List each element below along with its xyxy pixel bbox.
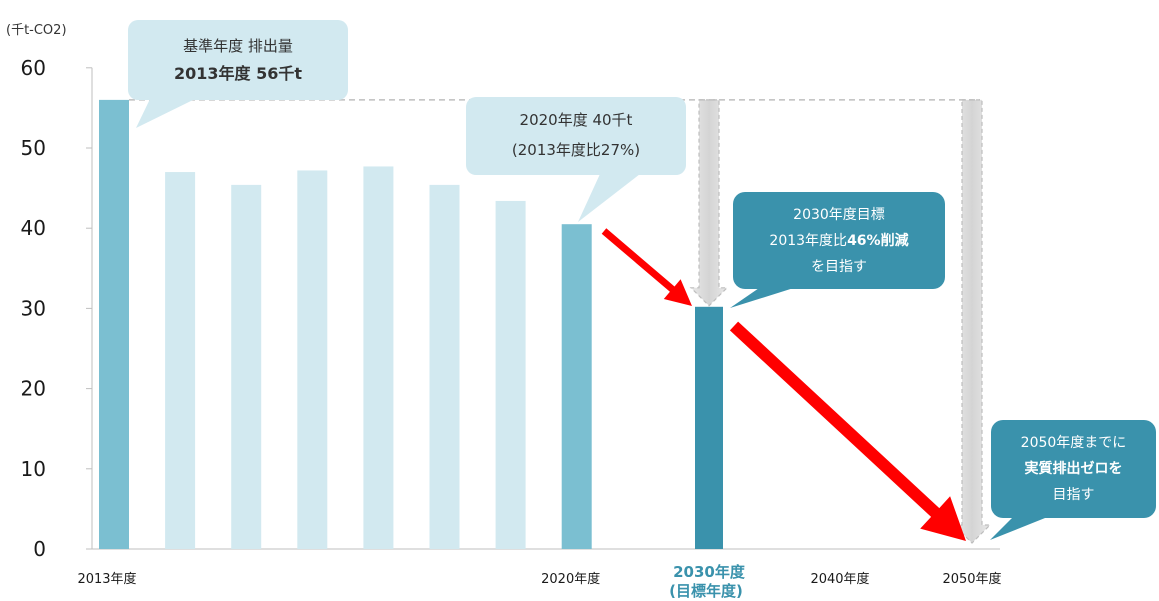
bar: [297, 170, 328, 549]
bar: [99, 99, 129, 549]
bar: [363, 166, 394, 550]
callout-2020-line2: (2013年度比27%): [511, 141, 641, 159]
red-arrow-2020-2030: [601, 228, 692, 306]
callout-2030-tail: [730, 286, 800, 308]
callout-2020: 2020年度 40千t (2013年度比27%): [466, 97, 686, 175]
callout-2030-line2a: 2013年度比: [769, 233, 848, 249]
unit-label: (千t-CO2): [6, 23, 67, 38]
x-tick-label: 2050年度: [942, 571, 1001, 587]
gray-reduction-arrows: [689, 99, 992, 544]
callout-2030-line3: を目指す: [811, 259, 867, 275]
callout-base-tail: [136, 99, 195, 128]
red-trend-arrows: [601, 228, 966, 541]
bar: [429, 184, 460, 549]
y-tick-label: 40: [21, 216, 46, 240]
callout-2030-target: 2030年度目標 2013年度比46%削減 を目指す: [733, 192, 945, 289]
bar: [231, 184, 262, 549]
x-tick-sublabel: (目標年度): [669, 582, 743, 600]
bar: [695, 306, 723, 549]
gray-arrow-2030: [689, 99, 729, 307]
x-tick-label: 2013年度: [77, 571, 136, 587]
callout-2030-line2b: 46%削減: [847, 233, 909, 249]
y-tick-label: 50: [21, 136, 46, 160]
callout-base-year: 基準年度 排出量 2013年度 56千t: [128, 20, 348, 100]
callout-2050-line3: 目指す: [1052, 487, 1095, 503]
callout-base-line1: 基準年度 排出量: [183, 37, 293, 55]
y-tick-label: 20: [21, 377, 46, 401]
y-axis: 0 10 20 30 40 50 60: [21, 56, 1000, 561]
callout-2030-line1: 2030年度目標: [793, 207, 885, 223]
callout-2050-goal: 2050年度までに 実質排出ゼロを 目指す: [991, 420, 1156, 518]
y-tick-label: 60: [21, 56, 46, 80]
bar: [561, 224, 592, 549]
y-tick-label: 30: [21, 296, 46, 320]
callout-2050-tail: [990, 512, 1060, 540]
callout-2030-line2: 2013年度比46%削減: [733, 228, 945, 254]
x-tick-label: 2030年度: [673, 563, 746, 581]
y-tick-label: 0: [33, 537, 46, 561]
bar: [165, 172, 196, 549]
callout-tails: [136, 99, 1060, 540]
callout-2050-line1: 2050年度までに: [1020, 435, 1127, 451]
x-tick-label: 2040年度: [810, 571, 869, 587]
bars: [99, 99, 723, 550]
red-arrow-2030-2050: [729, 321, 966, 541]
callout-2020-tail: [578, 174, 640, 222]
x-tick-label: 2020年度: [541, 571, 600, 587]
y-tick-label: 10: [21, 457, 46, 481]
callout-2050-line2: 実質排出ゼロを: [1024, 461, 1123, 477]
callout-2020-line1: 2020年度 40千t: [519, 111, 633, 129]
bar: [495, 200, 526, 549]
gray-arrow-2050: [952, 99, 992, 544]
callout-base-line2: 2013年度 56千t: [173, 64, 303, 83]
x-axis-labels: 2013年度 2020年度 2030年度(目標年度) 2040年度 2050年度: [77, 563, 1001, 600]
